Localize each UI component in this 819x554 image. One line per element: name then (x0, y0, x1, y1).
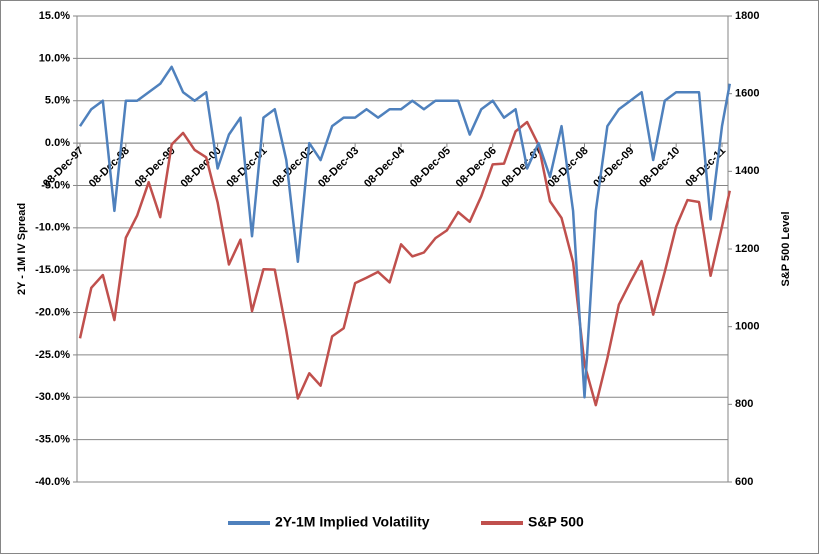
y-tick-label: -15.0% (35, 264, 70, 276)
y2-tick-label: 800 (735, 398, 753, 410)
y2-tick-label: 1600 (735, 88, 759, 100)
y2-tick-label: 1800 (735, 10, 759, 22)
y-tick-label: -20.0% (35, 306, 70, 318)
y-tick-label: -10.0% (35, 222, 70, 234)
y-tick-label: 15.0% (39, 10, 70, 22)
y-tick-label: 0.0% (45, 137, 70, 149)
y2-tick-label: 1200 (735, 243, 759, 255)
y-tick-label: -5.0% (41, 179, 70, 191)
y-tick-label: -40.0% (35, 476, 70, 488)
y-tick-label: -35.0% (35, 434, 70, 446)
y2-axis-title: S&P 500 Level (780, 211, 792, 286)
y2-tick-label: 600 (735, 476, 753, 488)
y-tick-label: -30.0% (35, 391, 70, 403)
legend-label: S&P 500 (528, 514, 584, 530)
series-line (78, 120, 732, 407)
legend: 2Y-1M Implied Volatility S&P 500 (228, 514, 584, 530)
y-axis-title: 2Y - 1M IV Spread (16, 203, 28, 295)
y-tick-label: 5.0% (45, 95, 70, 107)
y2-tick-label: 1000 (735, 321, 759, 333)
series-line (78, 65, 732, 399)
legend-label: 2Y-1M Implied Volatility (275, 514, 430, 530)
y2-tick-label: 1400 (735, 165, 759, 177)
y-tick-label: 10.0% (39, 52, 70, 64)
y-tick-label: -25.0% (35, 349, 70, 361)
